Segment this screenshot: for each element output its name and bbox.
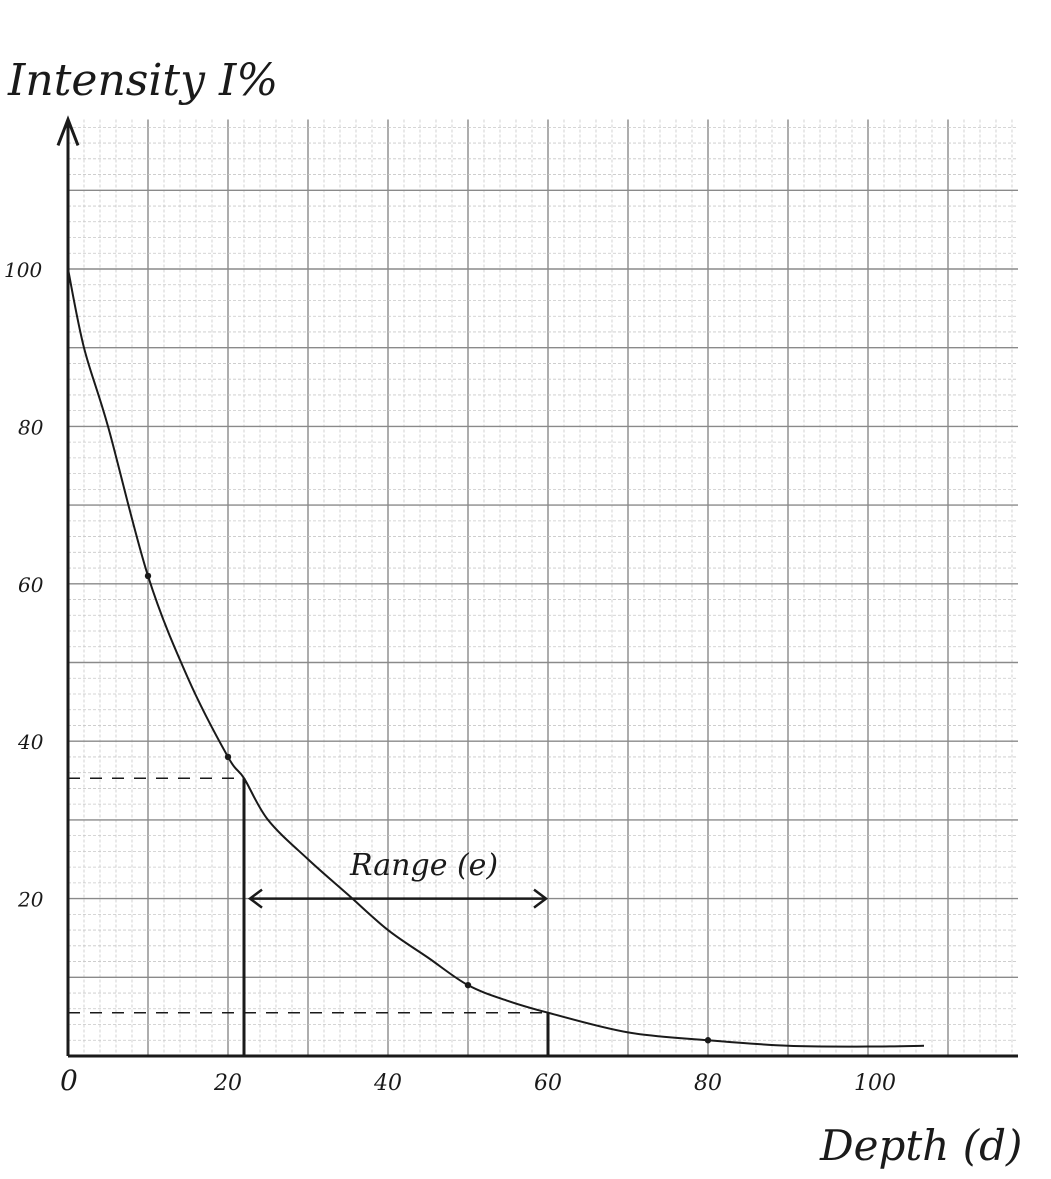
y-tick-label: 40 <box>17 730 44 754</box>
x-tick-label: 20 <box>213 1071 242 1096</box>
data-point <box>144 572 152 580</box>
x-axis-label: Depth (d) <box>819 1121 1022 1170</box>
x-tick-label: 40 <box>373 1071 402 1096</box>
x-tick-label: 60 <box>534 1071 562 1096</box>
data-point <box>704 1037 712 1044</box>
graph-paper-grid <box>67 119 1018 1057</box>
y-tick-label: 80 <box>18 415 44 439</box>
y-tick-label: 100 <box>4 258 42 282</box>
y-tick-label: 20 <box>17 888 44 912</box>
annotations <box>68 777 550 1056</box>
y-axis-arrow <box>56 115 80 147</box>
range-arrow-head-left <box>247 888 263 909</box>
data-point <box>224 753 232 761</box>
y-tick-label: 60 <box>18 573 44 597</box>
data-point <box>464 981 472 989</box>
x-tick-label: 100 <box>854 1071 896 1096</box>
axes <box>56 115 1018 1058</box>
data-series <box>67 268 925 1048</box>
tick-labels: 0 20 40 60 80 100 20 40 60 80 100 <box>4 258 896 1097</box>
intensity-curve <box>67 268 925 1048</box>
range-arrow-head-right <box>533 888 549 909</box>
y-axis-label: Intensity I% <box>7 55 278 106</box>
range-label: Range (e) <box>349 848 498 883</box>
x-tick-label: 0 <box>60 1064 78 1097</box>
x-tick-label: 80 <box>694 1071 722 1096</box>
